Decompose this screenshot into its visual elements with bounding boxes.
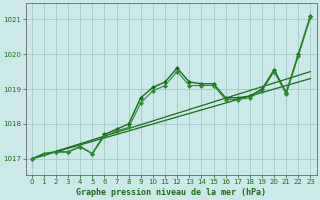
X-axis label: Graphe pression niveau de la mer (hPa): Graphe pression niveau de la mer (hPa) — [76, 188, 266, 197]
